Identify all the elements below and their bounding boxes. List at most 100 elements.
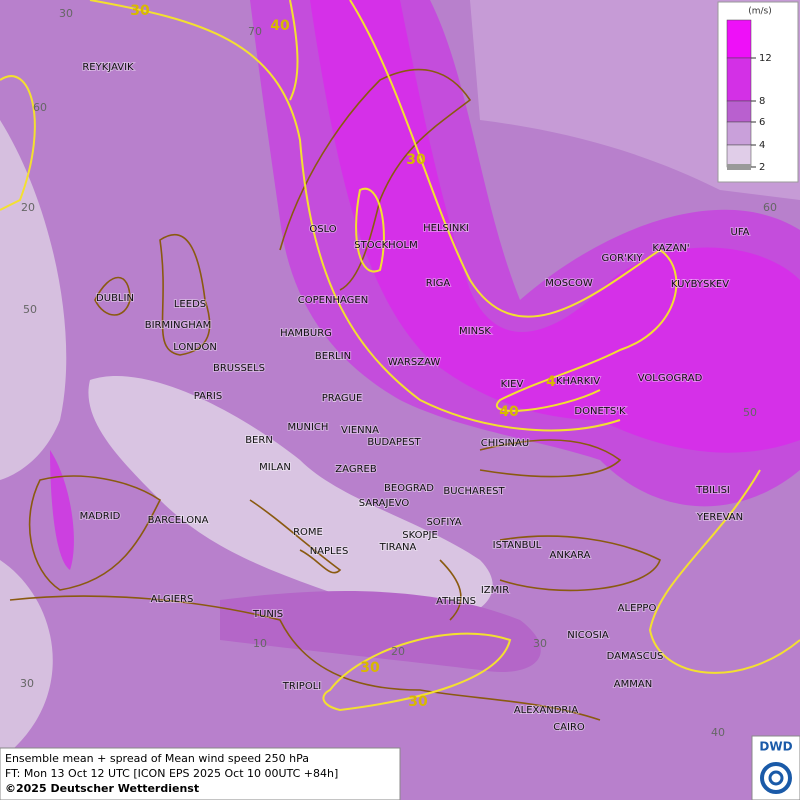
label-layer: REYKJAVIK OSLO STOCKHOLM HELSINKI DUBLIN LEED… xyxy=(20,3,777,739)
graticule-label: 10 xyxy=(253,637,267,650)
contour-label: 40 xyxy=(270,18,290,34)
city-label: KUYBYSKEV xyxy=(671,279,729,290)
city-label: ROME xyxy=(293,527,323,538)
city-label: ALGIERS xyxy=(151,594,194,605)
city-label: SARAJEVO xyxy=(359,498,410,509)
city-label: MOSCOW xyxy=(545,278,593,289)
city-label: DUBLIN xyxy=(96,293,134,304)
graticule-label: 20 xyxy=(391,645,405,658)
graticule-label: 30 xyxy=(533,637,547,650)
city-label: KIEV xyxy=(501,379,524,390)
city-label: BRUSSELS xyxy=(213,363,265,374)
city-label: YEREVAN xyxy=(696,512,743,523)
city-label: TBILISI xyxy=(695,485,730,496)
city-label: UFA xyxy=(731,227,750,238)
city-label: ZAGREB xyxy=(335,464,377,475)
graticule-label: 50 xyxy=(23,303,37,316)
graticule-label: 30 xyxy=(20,677,34,690)
city-label: ATHENS xyxy=(436,596,476,607)
city-label: BIRMINGHAM xyxy=(145,320,212,331)
city-label: MINSK xyxy=(459,326,491,337)
city-label: BERN xyxy=(245,435,273,446)
graticule-label: 60 xyxy=(763,201,777,214)
city-label: CAIRO xyxy=(553,722,585,733)
footer-line: ©2025 Deutscher Wetterdienst xyxy=(5,782,199,795)
legend-swatch xyxy=(726,57,752,102)
city-label: BUCHAREST xyxy=(443,486,505,497)
city-label: LEEDS xyxy=(174,299,206,310)
legend-tick-label: 8 xyxy=(759,96,765,107)
coastlines xyxy=(9,68,661,721)
city-label: PRAGUE xyxy=(322,393,363,404)
city-label: PARIS xyxy=(194,391,222,402)
graticule-label: 60 xyxy=(33,101,47,114)
city-label: DONETS'K xyxy=(574,406,626,417)
contour-label: 30 xyxy=(406,152,426,168)
city-label: ANKARA xyxy=(550,550,591,561)
mid-area xyxy=(220,591,541,672)
contour-label: 4 xyxy=(546,374,556,390)
city-label: STOCKHOLM xyxy=(354,240,417,251)
legend-tick-label: 4 xyxy=(759,140,765,151)
graticule-label: 20 xyxy=(21,201,35,214)
logo-swirl xyxy=(760,762,792,794)
city-label: OSLO xyxy=(309,224,336,235)
graticule-label: 70 xyxy=(248,25,262,38)
legend-swatch xyxy=(726,100,752,123)
contour-label: 30 xyxy=(360,660,380,676)
city-label: LONDON xyxy=(173,342,217,353)
legend-tick-label: 2 xyxy=(759,162,765,173)
city-label: TUNIS xyxy=(252,609,283,620)
city-label: ALEXANDRIA xyxy=(514,705,579,716)
city-label: GOR'KIY xyxy=(602,253,644,264)
footer-line: Ensemble mean + spread of Mean wind spee… xyxy=(5,752,309,765)
city-label: KHARKIV xyxy=(556,376,600,387)
city-label: NICOSIA xyxy=(567,630,609,641)
city-label: COPENHAGEN xyxy=(298,295,368,306)
contour-label: 30 xyxy=(408,694,428,710)
city-label: DAMASCUS xyxy=(607,651,664,662)
legend-swatch xyxy=(726,121,752,146)
footer-line: FT: Mon 13 Oct 12 UTC [ICON EPS 2025 Oct… xyxy=(5,767,338,780)
city-label: MADRID xyxy=(80,511,121,522)
city-label: HELSINKI xyxy=(423,223,469,234)
city-label: AMMAN xyxy=(614,679,652,690)
legend-tick-label: 6 xyxy=(759,117,765,128)
city-label: BEOGRAD xyxy=(384,483,434,494)
city-label: SKOPJE xyxy=(402,530,438,541)
footer-box xyxy=(0,747,401,801)
graticule-label: 50 xyxy=(743,406,757,419)
city-label: TRIPOLI xyxy=(282,681,321,692)
city-label: MUNICH xyxy=(288,422,329,433)
city-label: SOFIYA xyxy=(426,517,461,528)
core-area xyxy=(310,0,800,453)
city-label: ISTANBUL xyxy=(493,540,542,551)
contour-label: 30 xyxy=(130,3,150,19)
graticule-label: 30 xyxy=(59,7,73,20)
city-label: HAMBURG xyxy=(280,328,332,339)
city-label: BUDAPEST xyxy=(367,437,421,448)
city-label: KAZAN' xyxy=(652,243,689,254)
city-label: IZMIR xyxy=(481,585,509,596)
legend xyxy=(717,1,799,183)
legend-swatch xyxy=(726,144,752,168)
city-label: REYKJAVIK xyxy=(82,62,134,73)
graticule-label: 40 xyxy=(711,726,725,739)
contour-label: 40 xyxy=(499,404,519,420)
city-label: RIGA xyxy=(426,278,451,289)
logo-box xyxy=(751,735,800,801)
city-label: TIRANA xyxy=(379,542,417,553)
city-label: VIENNA xyxy=(341,425,379,436)
strong-area xyxy=(50,450,74,570)
city-label: CHISINAU xyxy=(481,438,529,449)
city-label: MILAN xyxy=(259,462,291,473)
city-label: BERLIN xyxy=(315,351,351,362)
legend-swatch xyxy=(727,164,751,170)
logo-swirl xyxy=(768,770,784,786)
city-label: NAPLES xyxy=(310,546,349,557)
city-label: WARSZAW xyxy=(388,357,441,368)
logo-text: DWD xyxy=(759,740,792,754)
contour-lines xyxy=(0,0,800,712)
legend-tick-label: 12 xyxy=(759,53,772,64)
